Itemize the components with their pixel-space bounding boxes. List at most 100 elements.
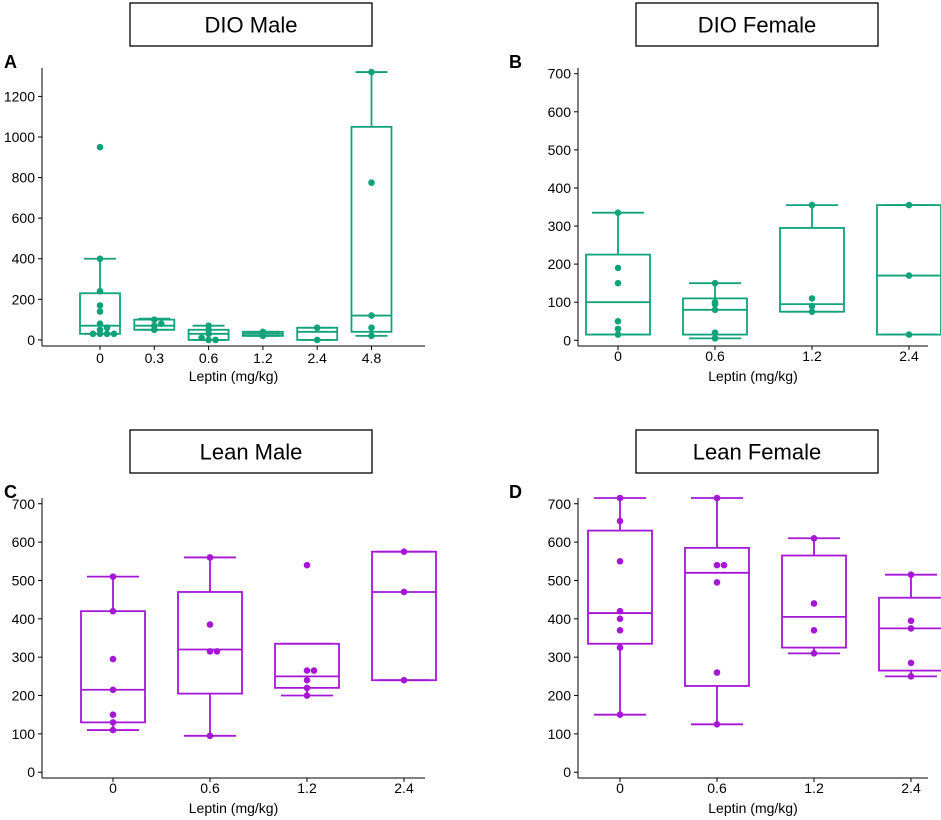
chart-panel-a: DIO Male A 0 200 400 600 800 1000 1200 0 0.3 0.6 1.2… (4, 2, 425, 384)
box-group (350, 71, 393, 337)
data-point (89, 330, 97, 338)
y-tick-label: 0 (27, 764, 35, 780)
data-point (259, 328, 267, 336)
data-point (205, 336, 212, 344)
data-point (400, 676, 408, 684)
y-tick-label: 0 (563, 764, 571, 780)
data-point (96, 320, 104, 327)
data-point (368, 312, 375, 319)
data-point (109, 655, 117, 663)
chart-title: DIO Female (698, 13, 817, 38)
box-iqr (781, 554, 847, 649)
data-point (616, 627, 624, 634)
data-point (905, 272, 913, 279)
y-tick-label: 100 (12, 726, 36, 742)
panel-letter: D (509, 482, 522, 502)
y-tick-label: 300 (12, 649, 36, 665)
data-point (808, 295, 816, 302)
data-point (720, 561, 728, 569)
data-point (206, 648, 214, 655)
box-group (177, 556, 243, 737)
data-point (310, 667, 318, 674)
data-point (96, 287, 104, 295)
data-point (713, 669, 721, 676)
data-point (368, 324, 375, 332)
chart-panel-b: DIO Female B 0 100 200 300 400 500 600 700 0 0.6 1.2… (509, 2, 941, 384)
data-point (810, 534, 818, 542)
x-tick-label: 2.4 (899, 348, 919, 364)
data-point (198, 334, 205, 342)
x-tick-label: 1.2 (802, 348, 822, 364)
y-tick-label: 500 (548, 572, 572, 588)
y-tick-label: 1000 (4, 129, 35, 145)
data-point (616, 607, 624, 615)
x-tick-label: 2.4 (394, 780, 414, 796)
data-point (616, 615, 624, 623)
data-point (614, 209, 622, 217)
x-tick-label: 0 (616, 780, 624, 796)
data-point (206, 554, 214, 561)
x-axis-title: Leptin (mg/kg) (189, 368, 278, 384)
panel-letter: A (4, 52, 17, 72)
data-point (368, 68, 375, 76)
data-point (713, 579, 721, 586)
data-point (96, 143, 104, 151)
y-tick-label: 600 (12, 210, 36, 226)
x-tick-label: 2.4 (901, 780, 921, 796)
data-point (907, 673, 915, 680)
data-point (368, 179, 375, 186)
chart-title-box (635, 429, 879, 474)
x-axis-title: Leptin (mg/kg) (189, 800, 278, 816)
chart-panel-c: Lean Male C 0 100 200 300 400 500 600 700 0 0.6 1.2 2… (4, 429, 437, 816)
box-group (684, 497, 750, 726)
x-tick-label: 4.8 (362, 350, 382, 366)
data-point (303, 667, 311, 674)
x-tick-label: 0.3 (145, 350, 165, 366)
data-point (905, 331, 913, 338)
y-tick-label: 200 (548, 256, 572, 272)
data-point (905, 201, 913, 209)
chart-title-box (129, 2, 373, 47)
y-tick-label: 600 (12, 534, 36, 550)
data-point (711, 335, 719, 342)
data-point (303, 676, 311, 684)
data-point (212, 336, 219, 344)
data-point (614, 279, 622, 287)
y-tick-label: 100 (548, 294, 572, 310)
data-point (400, 548, 408, 555)
data-point (616, 711, 624, 719)
y-tick-label: 200 (12, 291, 36, 307)
data-point (808, 308, 816, 316)
chart-panel-d: Lean Female D 0 100 200 300 400 500 600 700 0 0.6 1.… (509, 429, 941, 816)
data-point (96, 302, 104, 309)
box-iqr (876, 204, 941, 336)
data-point (907, 659, 915, 667)
chart-title: DIO Male (205, 13, 298, 38)
data-point (400, 588, 408, 596)
data-point (213, 648, 221, 655)
box-iqr (684, 546, 750, 687)
data-point (303, 692, 311, 699)
data-point (713, 561, 721, 569)
y-tick-label: 0 (563, 332, 571, 348)
data-point (109, 711, 117, 719)
box-iqr (350, 125, 393, 333)
box-iqr (587, 529, 653, 645)
chart-title-box (635, 2, 879, 47)
chart-title-box (129, 429, 373, 474)
panel-letter: B (509, 52, 522, 72)
data-point (103, 324, 111, 332)
box-iqr (371, 550, 437, 682)
data-point (109, 686, 117, 694)
box-iqr (80, 610, 146, 724)
y-tick-label: 400 (12, 611, 36, 627)
y-tick-label: 100 (548, 726, 572, 742)
data-point (614, 325, 622, 333)
data-point (810, 650, 818, 657)
data-point (810, 600, 818, 607)
data-point (109, 573, 117, 580)
data-point (110, 330, 118, 338)
box-iqr (177, 591, 243, 695)
data-point (808, 302, 816, 310)
y-tick-label: 200 (12, 688, 36, 704)
